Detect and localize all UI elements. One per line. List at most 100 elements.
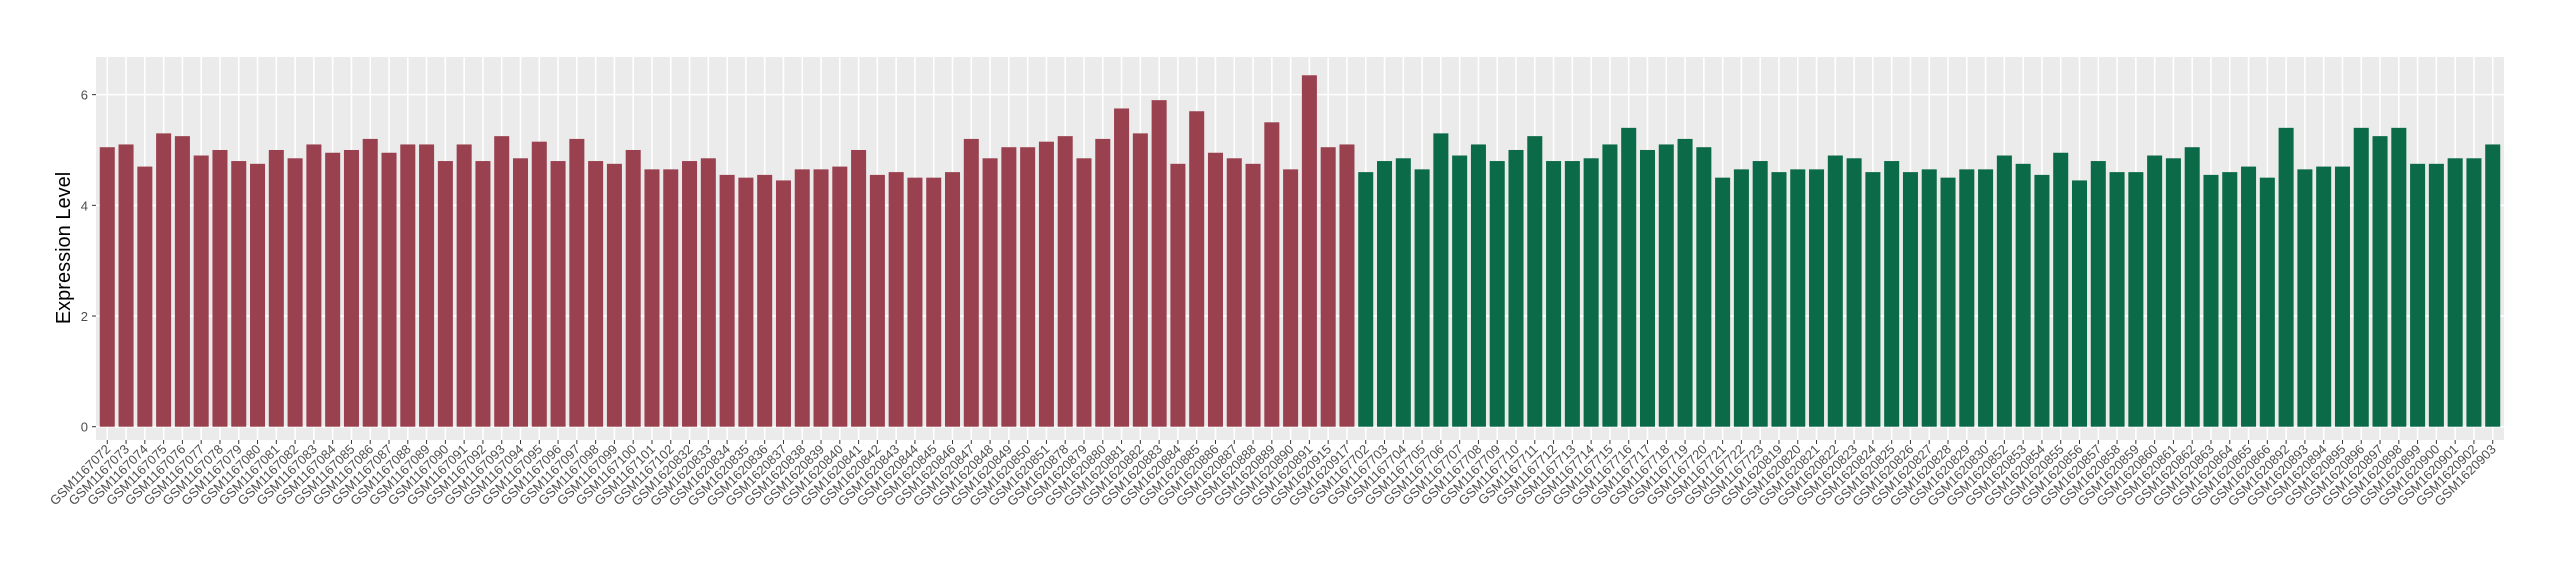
- bar: [813, 169, 829, 427]
- bar: [2109, 172, 2125, 427]
- bar: [2128, 172, 2144, 427]
- bar: [2071, 180, 2088, 427]
- bar: [325, 152, 341, 427]
- y-tick-label: 6: [81, 88, 88, 103]
- bar: [625, 149, 641, 427]
- bar: [1564, 161, 1580, 427]
- y-axis-label: Expression Level: [53, 172, 75, 324]
- bar: [2485, 144, 2501, 427]
- bar: [907, 177, 923, 427]
- bar: [775, 180, 791, 427]
- bar: [1940, 177, 1956, 427]
- bar: [174, 136, 190, 427]
- bar: [2222, 172, 2238, 427]
- bar: [1170, 163, 1186, 427]
- bar: [606, 163, 622, 427]
- bar: [2278, 127, 2294, 427]
- bar: [2428, 163, 2444, 427]
- bar: [1001, 147, 1017, 427]
- bar: [1658, 144, 1674, 427]
- bar: [1846, 158, 1862, 427]
- bar: [1621, 127, 1637, 427]
- bar: [1114, 108, 1130, 427]
- bar: [2184, 147, 2200, 427]
- bar: [1978, 169, 1994, 427]
- bar: [2391, 127, 2407, 427]
- y-tick-label: 4: [81, 198, 88, 213]
- bar: [1245, 163, 1261, 427]
- bar: [1151, 100, 1167, 427]
- bar: [1395, 158, 1411, 427]
- bar: [588, 161, 604, 427]
- bar: [663, 169, 679, 427]
- bar: [1902, 172, 1918, 427]
- bar: [569, 138, 585, 427]
- bar: [2259, 177, 2275, 427]
- bar: [682, 161, 698, 427]
- bar: [1677, 138, 1693, 427]
- bar: [1207, 152, 1223, 427]
- bar: [99, 147, 115, 427]
- bar: [2203, 174, 2219, 427]
- bar: [1771, 172, 1787, 427]
- bar: [1639, 149, 1656, 427]
- bar: [644, 169, 660, 427]
- bar: [1433, 133, 1449, 427]
- bar: [944, 172, 961, 427]
- bar: [2165, 158, 2181, 427]
- bar: [1377, 161, 1393, 427]
- bar: [1264, 122, 1280, 427]
- bar: [212, 149, 228, 427]
- bar: [1809, 169, 1825, 427]
- bar: [156, 133, 172, 427]
- bar: [1038, 141, 1054, 427]
- bar: [2334, 166, 2350, 427]
- bar: [268, 149, 284, 427]
- bar: [1283, 169, 1299, 427]
- bar: [869, 174, 885, 427]
- bar: [362, 138, 378, 427]
- bar: [1508, 149, 1524, 427]
- bar: [1489, 161, 1505, 427]
- bar: [2241, 166, 2257, 427]
- bar: [512, 158, 529, 427]
- bar: [343, 149, 359, 427]
- bar: [437, 161, 453, 427]
- bar: [832, 166, 848, 427]
- bar: [1358, 172, 1374, 427]
- bar: [1189, 111, 1205, 427]
- bar: [963, 138, 979, 427]
- bar: [1696, 147, 1712, 427]
- y-tick-label: 0: [81, 420, 88, 435]
- bar: [531, 141, 547, 427]
- bar: [2034, 174, 2050, 427]
- bar: [700, 158, 716, 427]
- bar: [1996, 155, 2012, 427]
- bar: [1301, 75, 1317, 427]
- bar: [1226, 158, 1242, 427]
- bar: [1715, 177, 1731, 427]
- bar: [1076, 158, 1092, 427]
- bar: [1020, 147, 1036, 427]
- bar: [1414, 169, 1430, 427]
- bar: [1452, 155, 1468, 427]
- bar: [287, 158, 303, 427]
- bar: [475, 161, 491, 427]
- bar: [1339, 144, 1355, 427]
- bar: [757, 174, 773, 427]
- bar: [719, 174, 735, 427]
- bar: [306, 144, 322, 427]
- bar: [2372, 136, 2388, 427]
- bar: [851, 149, 867, 427]
- bar: [550, 161, 566, 427]
- bar: [381, 152, 397, 427]
- bar: [888, 172, 904, 427]
- y-tick-label: 2: [81, 309, 88, 324]
- bar: [1527, 136, 1543, 427]
- bar: [2147, 155, 2163, 427]
- bar: [2466, 158, 2482, 427]
- bar: [1095, 138, 1111, 427]
- bar: [1546, 161, 1562, 427]
- bar: [1827, 155, 1843, 427]
